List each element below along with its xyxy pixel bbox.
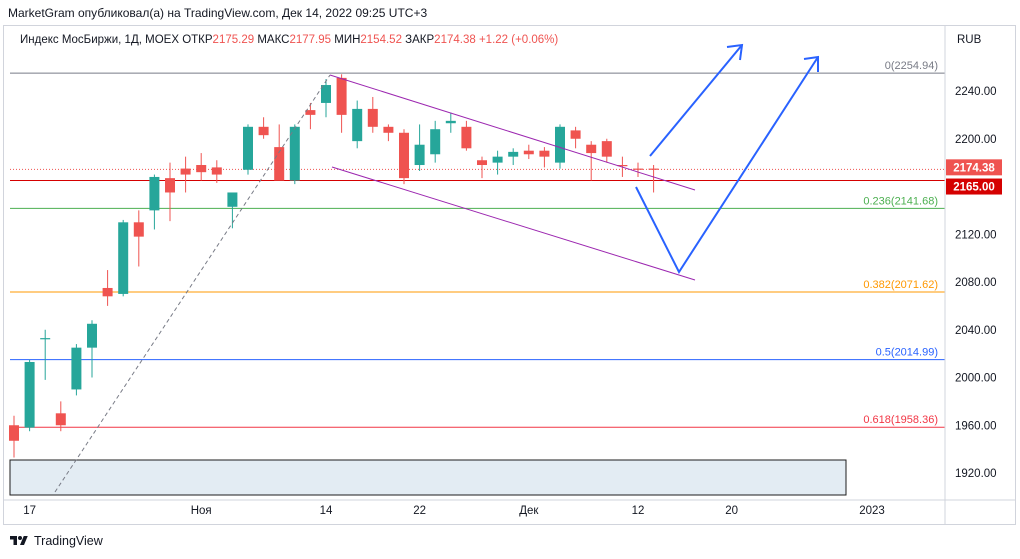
- low-label: МИН: [334, 34, 361, 46]
- high-value: 2177.95: [289, 34, 332, 46]
- chart-legend: Индекс МосБиржи, 1Д, MOEX ОТКР2175.29 МА…: [20, 34, 558, 46]
- high-label: МАКС: [257, 34, 290, 46]
- chart-frame: [3, 25, 1016, 525]
- publication-caption: MarketGram опубликовал(а) на TradingView…: [8, 6, 428, 20]
- open-label: ОТКР: [182, 34, 213, 46]
- open-value: 2175.29: [212, 34, 255, 46]
- footer-brand-label: TradingView: [34, 534, 103, 548]
- symbol-label: Индекс МосБиржи, 1Д, MOEX: [20, 34, 179, 46]
- close-label: ЗАКР: [405, 34, 435, 46]
- change-value: +1.22 (+0.06%): [478, 34, 559, 46]
- low-value: 2154.52: [360, 34, 402, 46]
- currency-unit: RUB: [957, 34, 982, 46]
- close-value: 2174.38: [434, 34, 476, 46]
- footer-brand[interactable]: TradingView: [8, 534, 103, 548]
- tradingview-logo-icon: [10, 536, 28, 545]
